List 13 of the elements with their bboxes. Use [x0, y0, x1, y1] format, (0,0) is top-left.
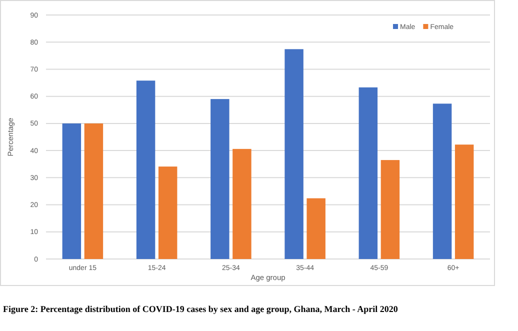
bar [136, 80, 156, 259]
bar [284, 49, 304, 259]
bar [62, 123, 82, 259]
bar [84, 123, 104, 259]
caption: Figure 2: Percentage distribution of COVID-19 cases by sex and age group, Ghana, March - April 2020 [3, 304, 398, 314]
bar [454, 144, 474, 259]
bar [358, 87, 378, 259]
bar [210, 99, 230, 259]
bar [306, 198, 326, 259]
bar [158, 166, 178, 259]
bar [380, 160, 400, 259]
bar [232, 148, 252, 259]
bar [432, 104, 452, 259]
